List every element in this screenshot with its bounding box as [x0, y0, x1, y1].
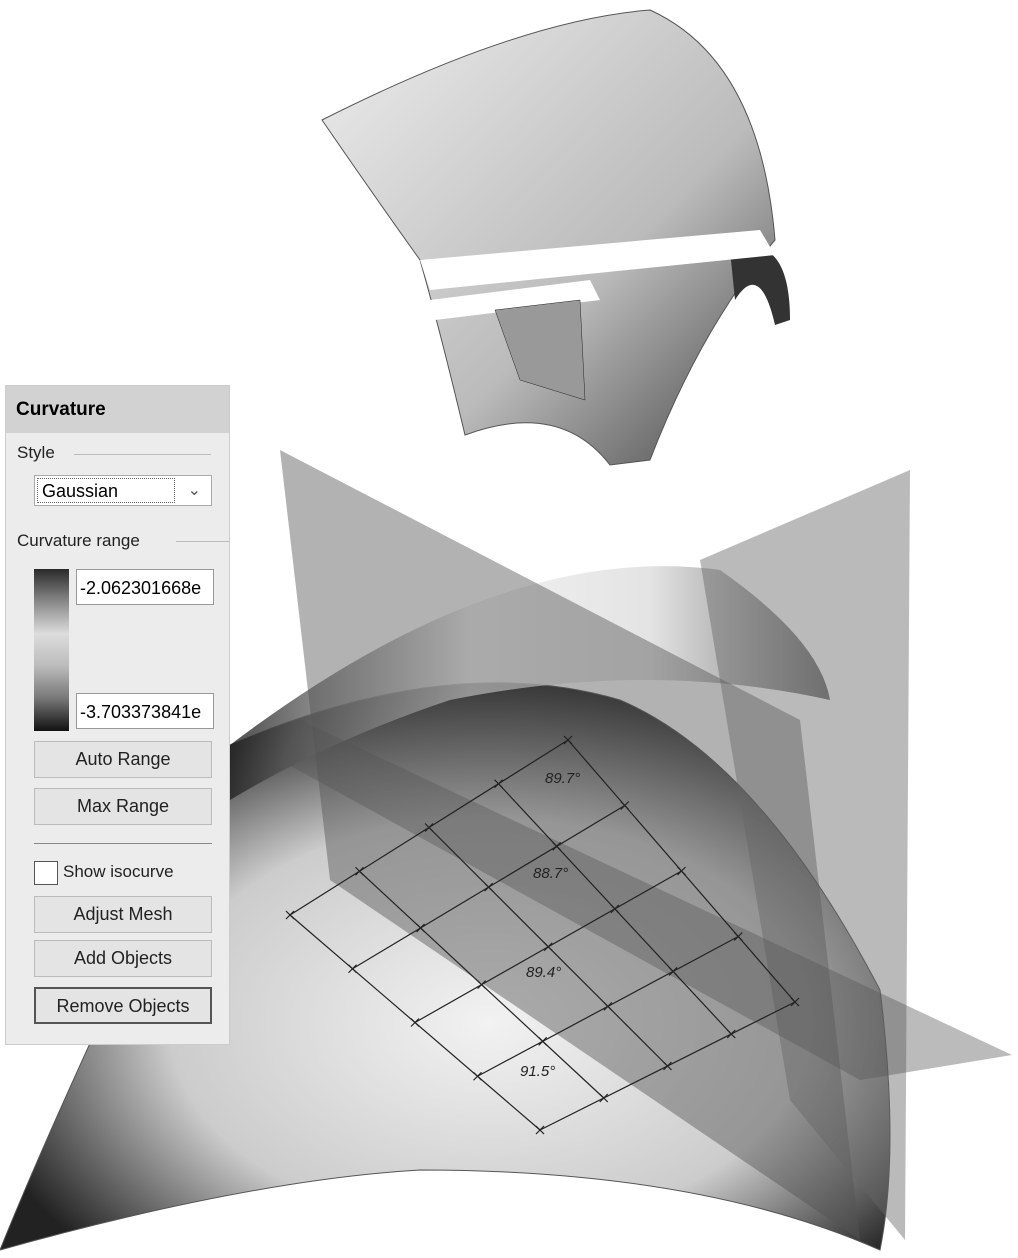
mesh-line	[355, 866, 364, 876]
panel-title: Curvature	[6, 386, 229, 433]
mesh-line	[663, 1061, 672, 1071]
angle-label: 91.5°	[520, 1063, 555, 1080]
button[interactable]: Max Range	[34, 788, 212, 825]
button[interactable]: Adjust Mesh	[34, 896, 212, 933]
bottom-model: 89.7° 88.7° 89.4° 91.5°	[0, 450, 1012, 1251]
separator	[74, 454, 211, 455]
mesh-line	[538, 1036, 548, 1046]
mesh-line	[620, 801, 630, 810]
mesh-line	[494, 779, 503, 789]
button[interactable]: Remove Objects	[34, 987, 212, 1024]
mesh-line	[726, 1029, 736, 1039]
button[interactable]: Auto Range	[34, 741, 212, 778]
top-model	[321, 9, 790, 466]
mesh-line	[668, 967, 678, 976]
angle-label: 89.4°	[526, 964, 561, 981]
mesh-line	[543, 942, 553, 952]
color-bar	[34, 569, 69, 731]
dropdown-value: Gaussian	[37, 478, 175, 503]
curvature-panel: Curvature Style Gaussian ⌄ Curvature rang…	[5, 385, 230, 1045]
mesh-line	[416, 923, 425, 933]
mesh-line	[677, 866, 686, 876]
mesh-line	[599, 1093, 609, 1103]
angle-label: 88.7°	[533, 865, 568, 882]
button[interactable]: Add Objects	[34, 940, 212, 977]
range-label: Curvature range	[17, 531, 140, 550]
angle-label: 89.7°	[545, 770, 580, 787]
mesh-line	[484, 882, 494, 892]
mesh-line	[563, 735, 573, 745]
mesh-line	[410, 1018, 420, 1027]
separator	[34, 843, 212, 844]
style-dropdown[interactable]: Gaussian ⌄	[34, 475, 212, 506]
mesh-grid	[285, 735, 800, 1135]
dropdown-arrow: ⌄	[187, 482, 201, 499]
range-max-input[interactable]: -2.062301668e	[76, 569, 214, 605]
style-label: Style	[17, 443, 55, 462]
checkbox-label: Show isocurve	[63, 862, 174, 881]
mesh-line	[473, 1071, 482, 1081]
mesh-line	[610, 904, 620, 914]
mesh-line	[285, 910, 295, 920]
mesh-line	[733, 932, 743, 941]
mesh-line	[348, 964, 357, 974]
mesh-line	[552, 841, 562, 851]
mesh-line	[424, 823, 434, 832]
checkbox[interactable]	[34, 861, 58, 885]
range-min-input[interactable]: -3.703373841e	[76, 693, 214, 729]
mesh-line	[535, 1125, 545, 1135]
mesh-line	[603, 1001, 613, 1011]
mesh-line	[477, 980, 487, 990]
separator	[176, 541, 229, 542]
mesh-line	[790, 997, 800, 1007]
